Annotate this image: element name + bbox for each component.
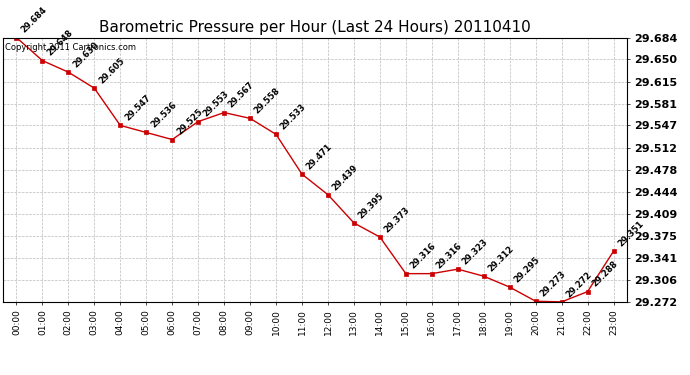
Text: Copyright 2011 Cartronics.com: Copyright 2011 Cartronics.com bbox=[5, 43, 136, 52]
Text: 29.471: 29.471 bbox=[305, 142, 334, 171]
Text: 29.373: 29.373 bbox=[383, 205, 412, 234]
Text: 29.547: 29.547 bbox=[123, 93, 152, 123]
Text: 29.323: 29.323 bbox=[460, 237, 490, 266]
Text: 29.272: 29.272 bbox=[564, 270, 593, 299]
Text: 29.316: 29.316 bbox=[435, 242, 464, 271]
Text: 29.295: 29.295 bbox=[513, 255, 542, 284]
Text: 29.395: 29.395 bbox=[357, 191, 386, 220]
Text: 29.567: 29.567 bbox=[227, 81, 256, 110]
Text: 29.684: 29.684 bbox=[19, 6, 48, 35]
Text: 29.312: 29.312 bbox=[486, 244, 515, 273]
Text: 29.351: 29.351 bbox=[616, 219, 646, 248]
Text: 29.316: 29.316 bbox=[408, 242, 438, 271]
Text: 29.273: 29.273 bbox=[538, 269, 568, 298]
Text: 29.605: 29.605 bbox=[97, 56, 126, 86]
Text: 29.288: 29.288 bbox=[591, 260, 620, 289]
Text: 29.533: 29.533 bbox=[279, 102, 308, 132]
Text: 29.536: 29.536 bbox=[149, 100, 178, 130]
Text: 29.558: 29.558 bbox=[253, 86, 282, 116]
Text: 29.630: 29.630 bbox=[71, 40, 100, 69]
Text: 29.553: 29.553 bbox=[201, 90, 230, 119]
Text: 29.439: 29.439 bbox=[331, 163, 360, 192]
Title: Barometric Pressure per Hour (Last 24 Hours) 20110410: Barometric Pressure per Hour (Last 24 Ho… bbox=[99, 20, 531, 35]
Text: 29.525: 29.525 bbox=[175, 107, 204, 137]
Text: 29.648: 29.648 bbox=[45, 28, 75, 58]
